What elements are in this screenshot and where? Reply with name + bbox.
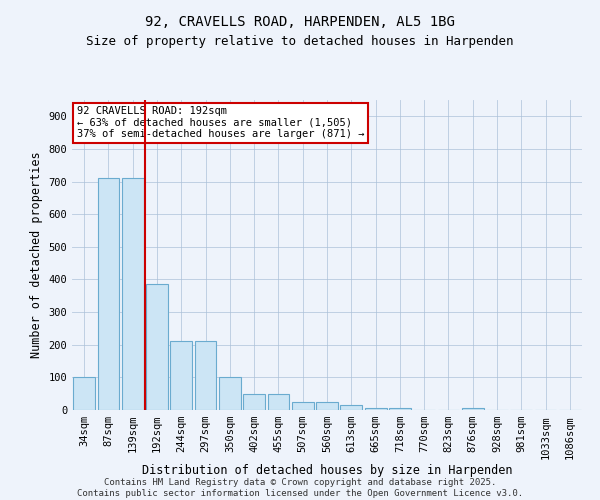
Bar [389,408,411,410]
Bar [340,405,362,410]
Bar [219,378,241,410]
Bar [462,408,484,410]
Text: Contains HM Land Registry data © Crown copyright and database right 2025.
Contai: Contains HM Land Registry data © Crown c… [77,478,523,498]
Text: 92 CRAVELLS ROAD: 192sqm
← 63% of detached houses are smaller (1,505)
37% of sem: 92 CRAVELLS ROAD: 192sqm ← 63% of detach… [77,106,365,140]
Bar [365,408,386,410]
Bar [170,342,192,410]
Bar [73,378,95,410]
Y-axis label: Number of detached properties: Number of detached properties [30,152,43,358]
Bar [146,284,168,410]
Bar [292,402,314,410]
Bar [268,394,289,410]
Bar [122,178,143,410]
Text: 92, CRAVELLS ROAD, HARPENDEN, AL5 1BG: 92, CRAVELLS ROAD, HARPENDEN, AL5 1BG [145,15,455,29]
Bar [194,342,217,410]
Text: Size of property relative to detached houses in Harpenden: Size of property relative to detached ho… [86,35,514,48]
Bar [243,394,265,410]
X-axis label: Distribution of detached houses by size in Harpenden: Distribution of detached houses by size … [142,464,512,477]
Bar [97,178,119,410]
Bar [316,402,338,410]
